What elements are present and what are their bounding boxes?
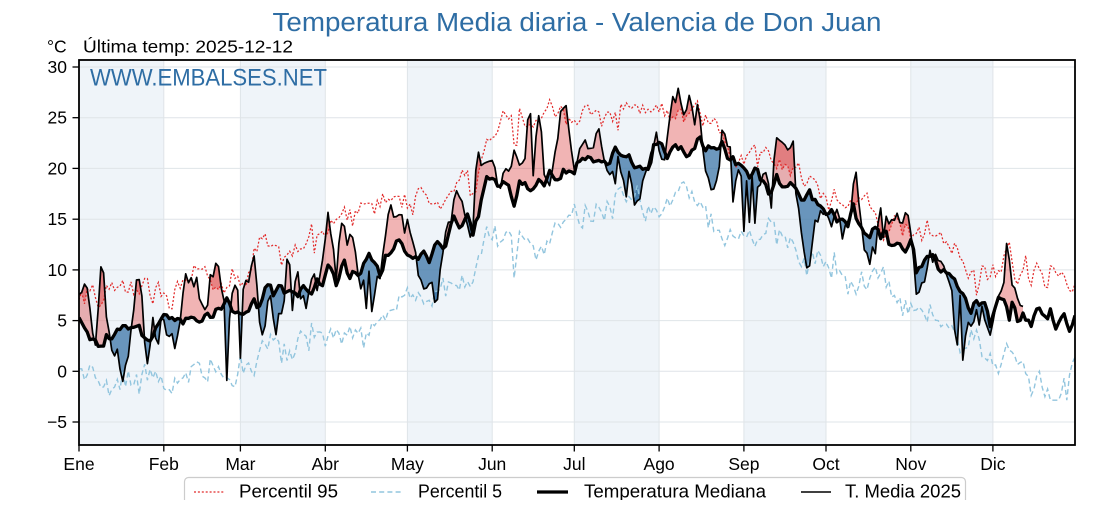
- svg-text:Mar: Mar: [225, 454, 255, 474]
- svg-text:Temperatura Media diaria - Val: Temperatura Media diaria - Valencia de D…: [273, 9, 882, 37]
- svg-text:Feb: Feb: [149, 454, 179, 474]
- svg-text:Ago: Ago: [644, 454, 675, 474]
- svg-text:Sep: Sep: [728, 454, 759, 474]
- svg-text:−5: −5: [47, 412, 67, 432]
- svg-text:May: May: [391, 454, 424, 474]
- svg-text:Jul: Jul: [563, 454, 585, 474]
- svg-text:Dic: Dic: [980, 454, 1006, 474]
- svg-text:Temperatura Mediana: Temperatura Mediana: [584, 482, 767, 501]
- svg-text:15: 15: [48, 209, 67, 229]
- svg-text:Percentil 95: Percentil 95: [239, 482, 338, 501]
- svg-text:°C: °C: [47, 37, 67, 57]
- svg-text:5: 5: [57, 311, 67, 331]
- svg-text:Abr: Abr: [312, 454, 339, 474]
- svg-text:25: 25: [48, 108, 67, 128]
- svg-text:30: 30: [48, 57, 68, 77]
- svg-text:20: 20: [48, 158, 68, 178]
- svg-text:Jun: Jun: [478, 454, 506, 474]
- svg-text:Percentil 5: Percentil 5: [418, 482, 502, 501]
- svg-text:Oct: Oct: [812, 454, 839, 474]
- svg-text:T. Media 2025: T. Media 2025: [845, 482, 961, 501]
- svg-text:0: 0: [57, 361, 67, 381]
- svg-text:10: 10: [48, 260, 68, 280]
- svg-text:Nov: Nov: [895, 454, 926, 474]
- svg-text:Ene: Ene: [63, 454, 94, 474]
- svg-text:Última temp: 2025-12-12: Última temp: 2025-12-12: [83, 36, 293, 57]
- svg-text:WWW.EMBALSES.NET: WWW.EMBALSES.NET: [90, 65, 327, 92]
